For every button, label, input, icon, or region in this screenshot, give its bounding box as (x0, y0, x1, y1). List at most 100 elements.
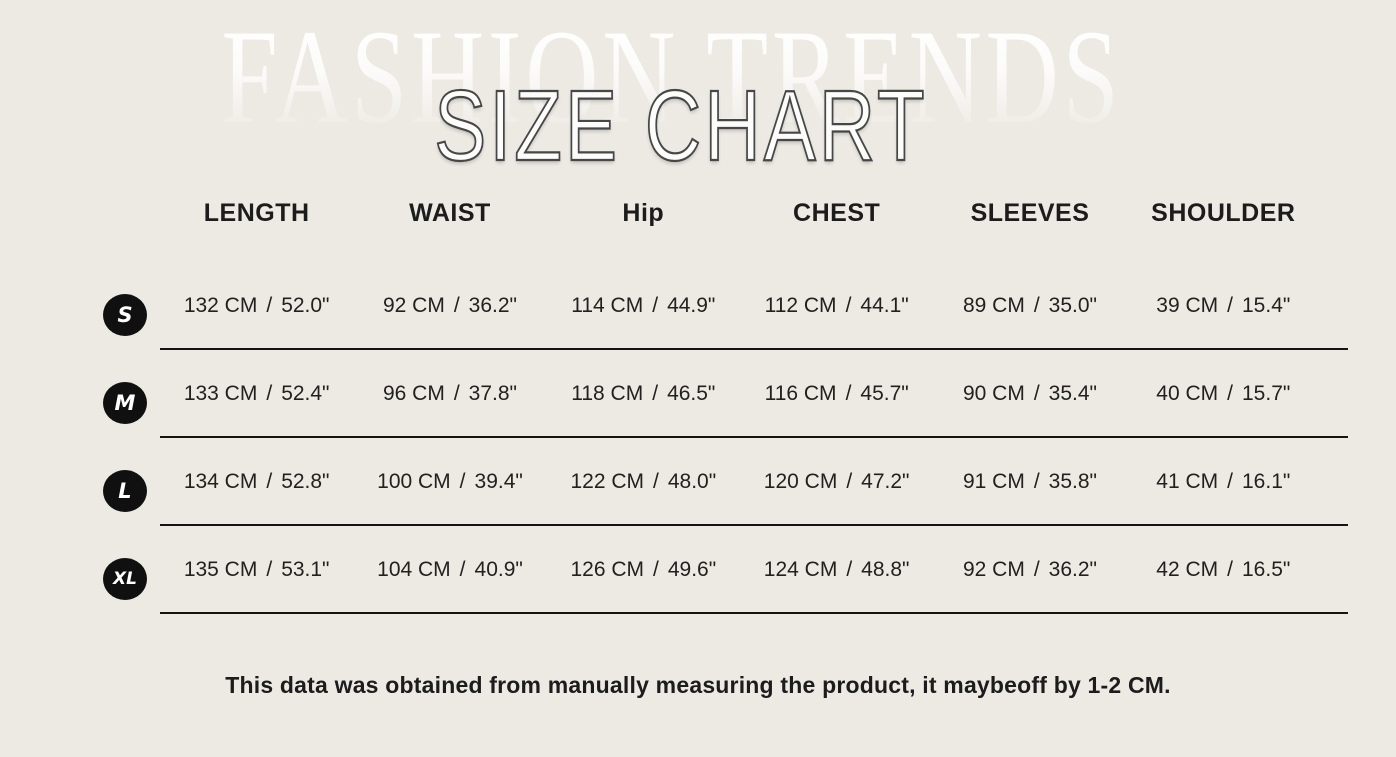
cm-value: 116 CM (764, 382, 837, 405)
unit-separator: / (266, 294, 273, 317)
cell-m-waist: 96 CM / 37.8" (353, 382, 546, 406)
unit-separator: / (459, 558, 466, 581)
unit-separator: / (1033, 294, 1040, 317)
size-table: LENGTH WAIST Hip CHEST SLEEVES SHOULDER … (90, 188, 1348, 614)
inch-value: 53.1" (281, 558, 330, 581)
cm-value: 112 CM (764, 294, 837, 317)
inch-value: 44.9" (667, 294, 716, 317)
inch-value: 49.6" (667, 558, 717, 581)
row-divider (160, 348, 1348, 350)
inch-value: 15.7" (1242, 382, 1291, 405)
table-row-m: M 133 CM/52.4" 96 CM/37.8" 118 CM/46.5" … (90, 350, 1348, 438)
cell-l-shoulder: 41 CM / 16.1" (1127, 470, 1320, 494)
cell-xl-sleeves: 92 CM / 36.2" (933, 558, 1126, 582)
cm-value: 96 CM (382, 382, 445, 405)
size-badge-cell: L (90, 461, 160, 512)
unit-separator: / (1033, 382, 1040, 405)
size-badge-cell: S (90, 285, 160, 336)
cm-value: 134 CM (183, 470, 258, 493)
column-header-chest: CHEST (793, 198, 881, 227)
inch-value: 48.8" (861, 558, 910, 581)
cm-value: 114 CM (571, 294, 644, 317)
row-divider (160, 524, 1348, 526)
cm-value: 89 CM (962, 294, 1025, 317)
cm-value: 124 CM (763, 558, 838, 581)
cm-value: 122 CM (570, 470, 644, 493)
cm-value: 118 CM (571, 382, 644, 405)
cell-s-hip: 114 CM / 44.9" (547, 294, 740, 318)
table-row-l: L 134 CM / 52.8" 100 CM / 39.4" 122 CM / 48.0"… (90, 438, 1348, 526)
cell-l-waist: 100 CM / 39.4" (353, 470, 546, 494)
cell-m-length: 133 CM / 52.4" (160, 382, 353, 406)
column-header-hip: Hip (622, 198, 665, 227)
unit-separator: / (453, 294, 460, 317)
size-badge-label: M (114, 391, 136, 415)
cell-s-sleeves: 89 CM / 35.0" (933, 294, 1126, 318)
cell-m-chest: 116 CM / 45.7" (740, 382, 933, 406)
cell-xl-waist: 104 CM / 40.9" (353, 558, 546, 582)
cm-value: 42 CM (1156, 558, 1219, 581)
cell-l-chest: 120 CM / 47.2" (740, 470, 933, 494)
unit-separator: / (1227, 558, 1233, 581)
cm-value: 100 CM (377, 470, 451, 493)
inch-value: 46.5" (667, 382, 716, 405)
row-divider (160, 436, 1348, 438)
inch-value: 48.0" (667, 470, 717, 493)
cm-value: 91 CM (962, 470, 1025, 493)
cm-value: 126 CM (570, 558, 644, 581)
unit-separator: / (1033, 558, 1040, 581)
inch-value: 35.0" (1048, 294, 1097, 317)
unit-separator: / (266, 558, 273, 581)
cell-l-hip: 122 CM / 48.0" (547, 470, 740, 494)
cm-value: 92 CM (382, 294, 445, 317)
unit-separator: / (1033, 470, 1040, 493)
cell-s-chest: 112 CM / 44.1" (740, 294, 933, 318)
unit-separator: / (846, 470, 853, 493)
inch-value: 15.4" (1242, 294, 1291, 317)
inch-value: 40.9" (474, 558, 523, 581)
column-header-length: LENGTH (203, 198, 310, 227)
table-header-row: LENGTH WAIST Hip CHEST SLEEVES SHOULDER (90, 188, 1348, 238)
cm-value: 104 CM (377, 558, 451, 581)
column-header-shoulder: SHOULDER (1151, 198, 1296, 227)
cell-xl-length: 135 CM / 53.1" (160, 558, 353, 582)
unit-separator: / (1227, 382, 1233, 405)
cell-m-shoulder: 40 CM / 15.7" (1127, 382, 1320, 406)
size-badge-s: S (103, 294, 147, 336)
inch-value: 35.8" (1048, 470, 1097, 493)
inch-value: 44.1" (860, 294, 909, 317)
inch-value: 45.7" (860, 382, 909, 405)
column-header-waist: WAIST (409, 198, 491, 227)
cm-value: 39 CM (1156, 294, 1219, 317)
size-badge-label: L (118, 479, 132, 503)
size-badge-label: S (117, 303, 133, 327)
cm-value: 135 CM (183, 558, 258, 581)
size-badge-l: L (103, 470, 147, 512)
unit-separator: / (453, 382, 460, 405)
size-badge-cell: XL (90, 549, 160, 600)
inch-value: 16.5" (1242, 558, 1291, 581)
inch-value: 52.0" (281, 294, 330, 317)
cell-m-hip: 118 CM / 46.5" (547, 382, 740, 406)
cell-s-waist: 92 CM / 36.2" (353, 294, 546, 318)
cell-l-length: 134 CM / 52.8" (160, 470, 353, 494)
cm-value: 40 CM (1156, 382, 1219, 405)
unit-separator: / (459, 470, 466, 493)
inch-value: 16.1" (1242, 470, 1291, 493)
unit-separator: / (846, 558, 853, 581)
inch-value: 36.2" (468, 294, 517, 317)
cell-l-sleeves: 91 CM / 35.8" (933, 470, 1126, 494)
inch-value: 36.2" (1048, 558, 1097, 581)
unit-separator: / (1227, 470, 1233, 493)
cm-value: 90 CM (962, 382, 1025, 405)
cm-value: 92 CM (962, 558, 1025, 581)
cell-xl-chest: 124 CM / 48.8" (740, 558, 933, 582)
cell-s-shoulder: 39 CM / 15.4" (1127, 294, 1320, 318)
cell-xl-hip: 126 CM / 49.6" (547, 558, 740, 582)
size-badge-cell: M (90, 373, 160, 424)
unit-separator: / (653, 470, 659, 493)
cm-value: 132 CM (183, 294, 258, 317)
unit-separator: / (266, 382, 273, 405)
row-divider (160, 612, 1348, 614)
